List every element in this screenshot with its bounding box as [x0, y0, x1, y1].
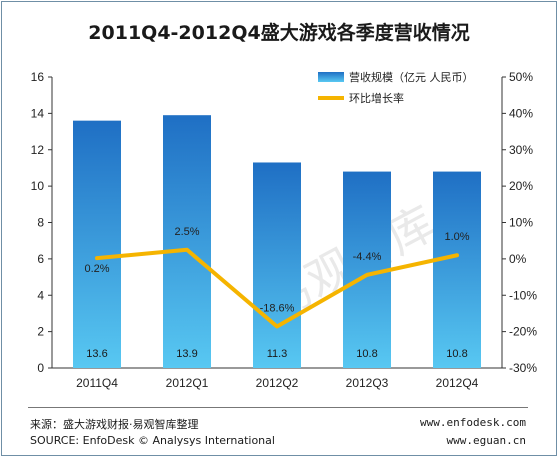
bar — [163, 115, 211, 368]
y-tick-label-right: 30% — [509, 143, 533, 157]
y-tick-label-left: 16 — [31, 70, 45, 84]
x-tick-label: 2012Q4 — [436, 376, 479, 390]
chart-title: 2011Q4-2012Q4盛大游戏各季度营收情况 — [88, 22, 470, 44]
y-tick-label-right: 40% — [509, 106, 533, 120]
legend-swatch-bar — [318, 72, 344, 82]
legend-label-bar: 营收规模（亿元 人民币） — [349, 70, 474, 84]
x-tick-label: 2011Q4 — [76, 376, 118, 390]
bar-value-label: 10.8 — [356, 348, 377, 360]
y-tick-label-left: 12 — [31, 143, 45, 157]
growth-value-label: -4.4% — [353, 251, 382, 263]
y-tick-label-right: 10% — [509, 216, 533, 230]
url-enfodesk: www.enfodesk.com — [420, 416, 526, 429]
growth-line — [95, 247, 459, 329]
growth-value-label: -18.6% — [260, 303, 295, 315]
footer-divider — [28, 407, 528, 408]
y-tick-label-right: -30% — [509, 361, 537, 375]
y-tick-label-left: 6 — [37, 252, 44, 266]
y-tick-label-right: -20% — [509, 325, 537, 339]
y-tick-label-right: -10% — [509, 288, 537, 302]
y-tick-label-right: 0% — [509, 252, 527, 266]
y-tick-label-right: 50% — [509, 70, 533, 84]
x-tick-label: 2012Q3 — [346, 376, 389, 390]
source-cn: 来源：盛大游戏财报·易观智库整理 — [30, 418, 199, 431]
growth-value-label: 1.0% — [444, 231, 469, 243]
x-tick-label: 2012Q1 — [166, 376, 209, 390]
y-tick-label-left: 0 — [37, 361, 44, 375]
bar — [253, 162, 301, 368]
growth-value-label: 2.5% — [174, 226, 199, 238]
y-tick-label-left: 10 — [31, 179, 45, 193]
x-tick-label: 2012Q2 — [256, 376, 299, 390]
growth-value-label: 0.2% — [84, 263, 109, 275]
bar-value-label: 11.3 — [267, 348, 288, 360]
url-eguan: www.eguan.cn — [446, 434, 526, 447]
source-en: SOURCE: EnfoDesk © Analysys Internationa… — [30, 434, 275, 447]
bar-value-label: 13.6 — [86, 348, 107, 360]
bar-value-label: 13.9 — [176, 348, 197, 360]
bar — [73, 120, 121, 369]
bar-value-label: 10.8 — [446, 348, 467, 360]
y-tick-label-left: 4 — [37, 288, 44, 302]
bar — [433, 171, 481, 368]
y-tick-label-left: 2 — [37, 325, 44, 339]
y-tick-label-left: 8 — [37, 216, 44, 230]
y-tick-label-left: 14 — [31, 106, 45, 120]
legend-label-line: 环比增长率 — [349, 91, 404, 105]
y-tick-label-right: 20% — [509, 179, 533, 193]
